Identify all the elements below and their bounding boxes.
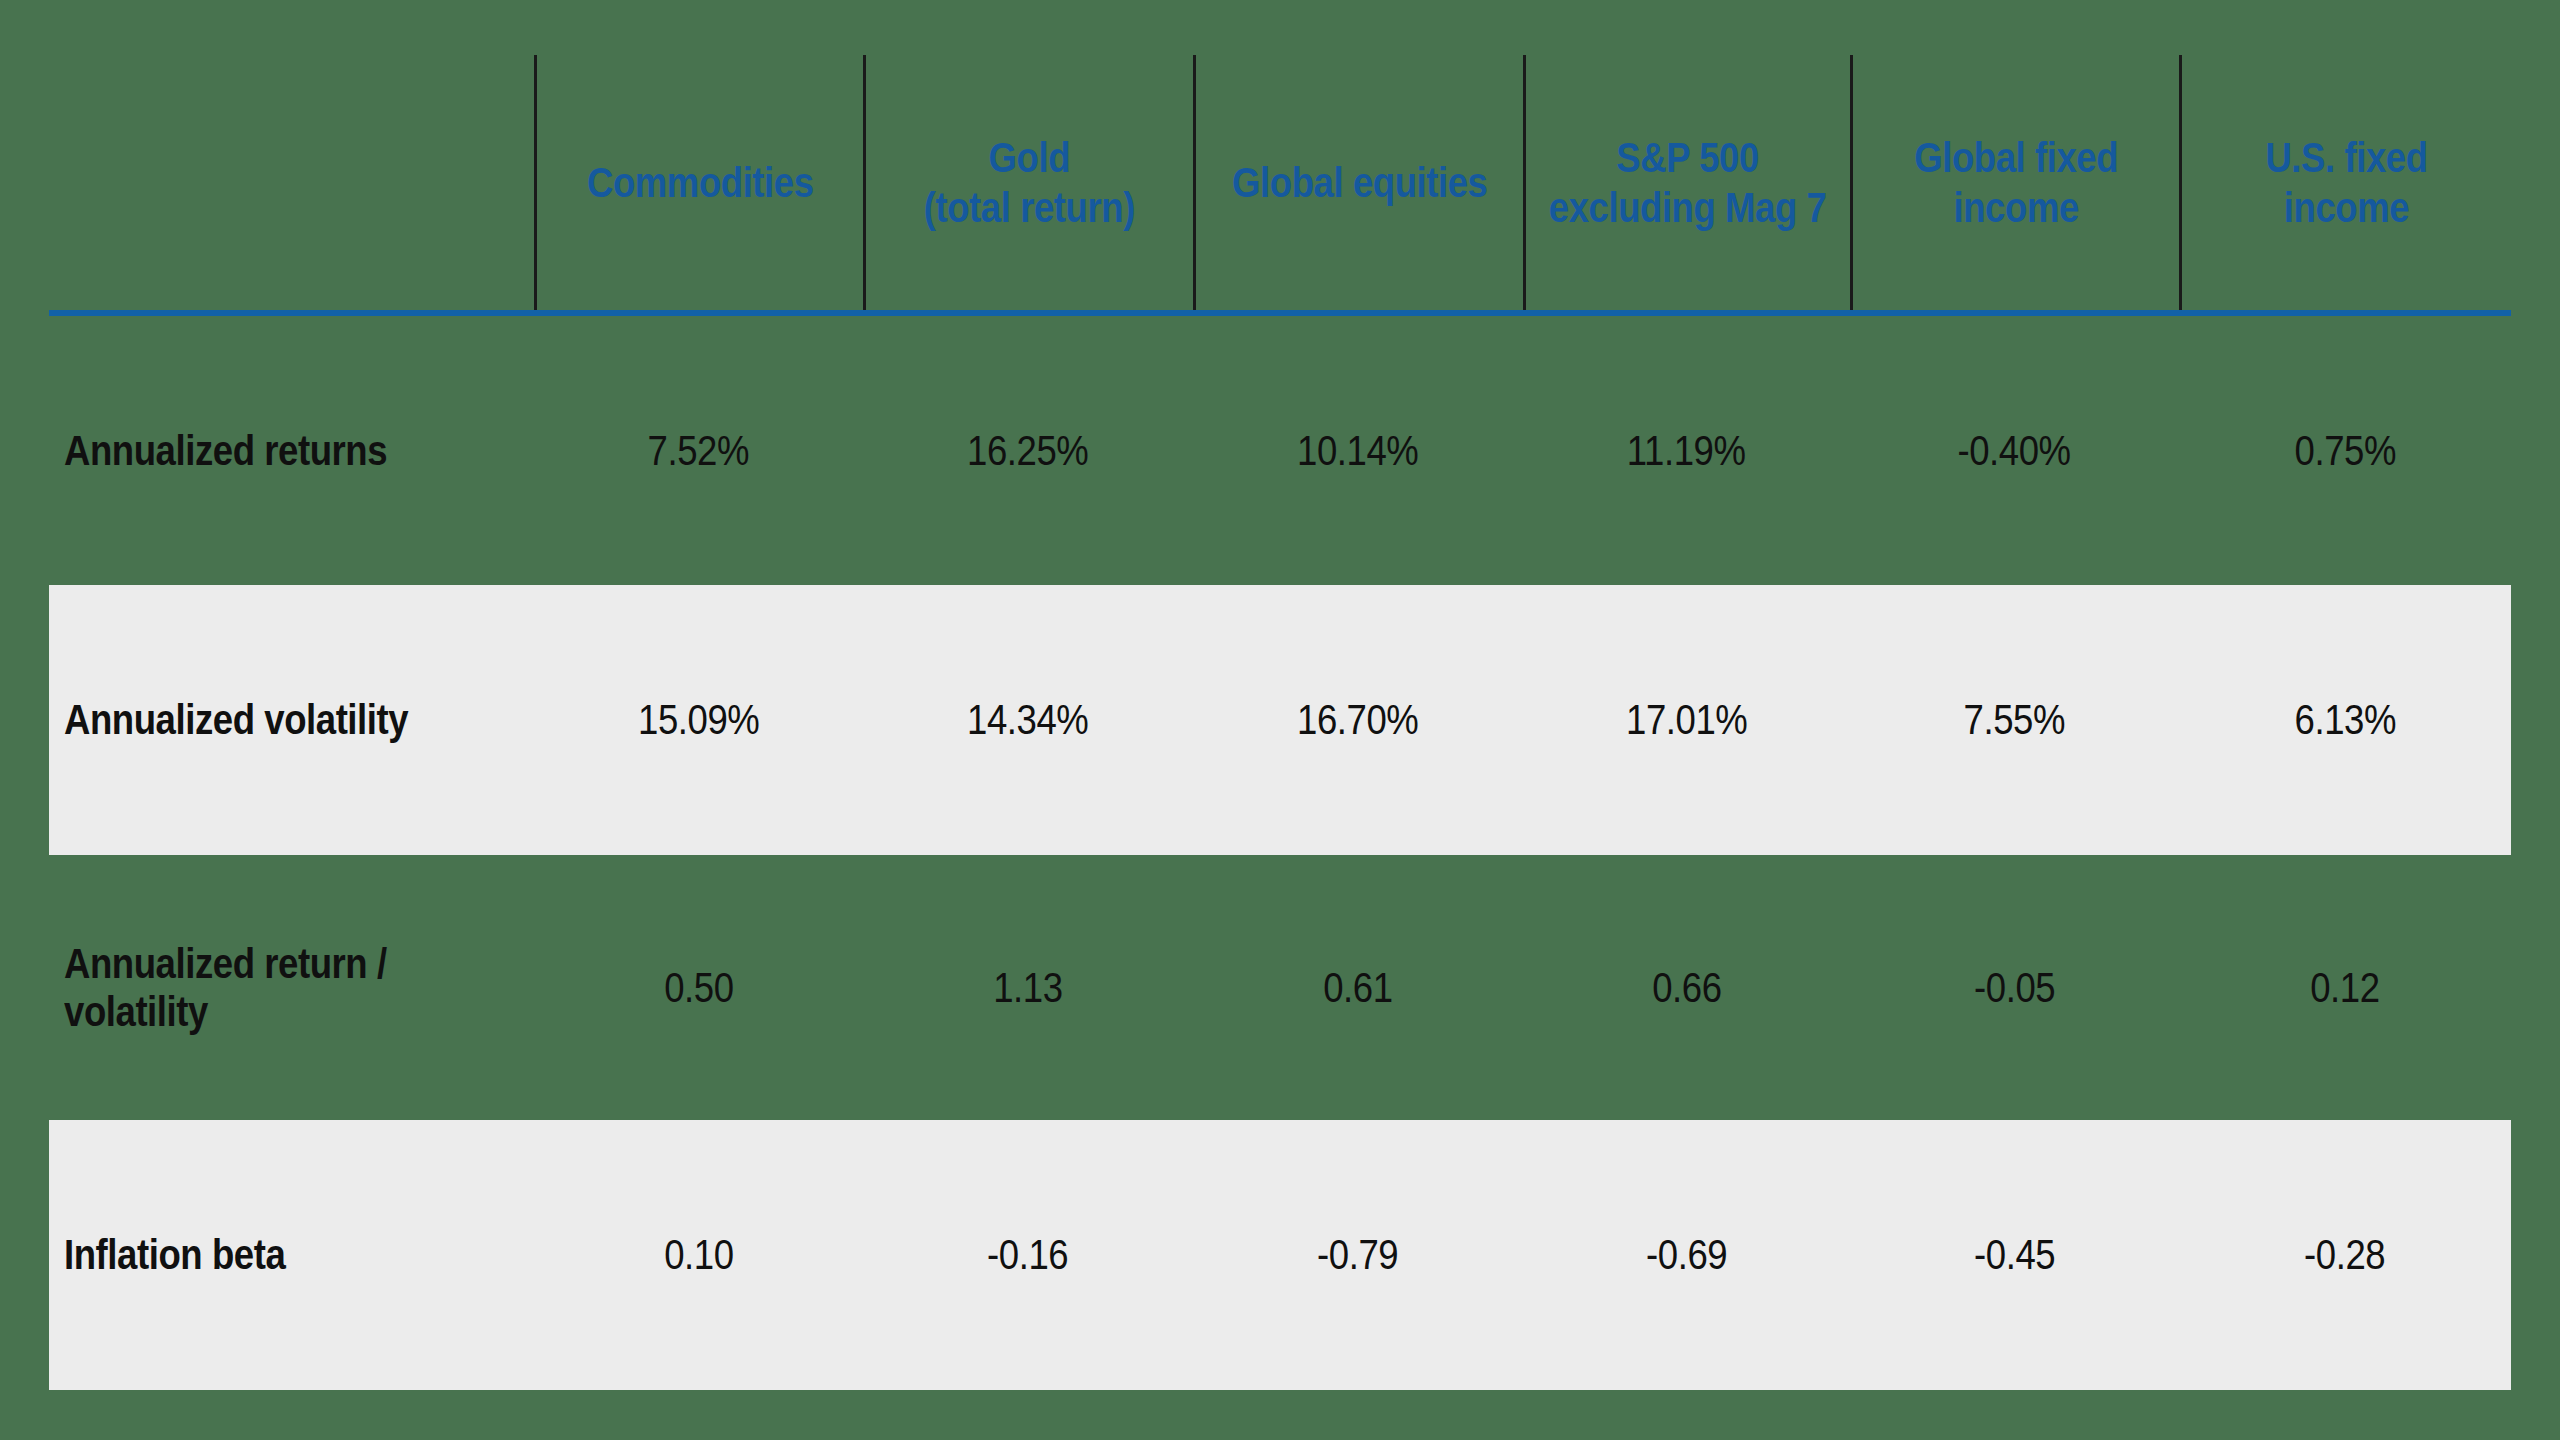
row-label-text: Annualized returns bbox=[64, 427, 387, 475]
corner-cell bbox=[49, 55, 534, 310]
table-cell: 17.01% bbox=[1523, 696, 1850, 744]
cell-value: -0.28 bbox=[2304, 1231, 2385, 1279]
cell-value: -0.05 bbox=[1974, 964, 2055, 1012]
table-cell: 0.75% bbox=[2179, 427, 2511, 475]
row-label-text: Annualized return / volatility bbox=[64, 940, 473, 1036]
column-header-label: Gold (total return) bbox=[924, 133, 1135, 232]
table-cell: 14.34% bbox=[863, 696, 1193, 744]
row-label: Inflation beta bbox=[49, 1231, 534, 1279]
asset-metrics-table: Commodities Gold (total return) Global e… bbox=[49, 55, 2511, 1390]
table-cell: 1.13 bbox=[863, 964, 1193, 1012]
table-cell: 6.13% bbox=[2179, 696, 2511, 744]
cell-value: 7.52% bbox=[648, 427, 749, 475]
column-header-commodities: Commodities bbox=[534, 55, 863, 310]
cell-value: 16.70% bbox=[1297, 696, 1418, 744]
column-header-sp500-excluding-mag7: S&P 500 excluding Mag 7 bbox=[1523, 55, 1850, 310]
column-header-global-fixed-income: Global fixed income bbox=[1850, 55, 2179, 310]
cell-value: 16.25% bbox=[967, 427, 1088, 475]
cell-value: 0.75% bbox=[2294, 427, 2395, 475]
table-cell: 0.66 bbox=[1523, 964, 1850, 1012]
table-cell: 0.61 bbox=[1193, 964, 1523, 1012]
row-label-text: Inflation beta bbox=[64, 1231, 285, 1279]
cell-value: 0.61 bbox=[1323, 964, 1392, 1012]
cell-value: 1.13 bbox=[993, 964, 1062, 1012]
table-row-annualized-volatility: Annualized volatility 15.09% 14.34% 16.7… bbox=[49, 585, 2511, 855]
header-row: Commodities Gold (total return) Global e… bbox=[49, 55, 2511, 310]
table-cell: 0.10 bbox=[534, 1231, 863, 1279]
table-cell: -0.16 bbox=[863, 1231, 1193, 1279]
table-cell: 11.19% bbox=[1523, 427, 1850, 475]
cell-value: 7.55% bbox=[1964, 696, 2065, 744]
row-label: Annualized volatility bbox=[49, 696, 534, 744]
table-row-annualized-returns: Annualized returns 7.52% 16.25% 10.14% 1… bbox=[49, 316, 2511, 585]
cell-value: 11.19% bbox=[1627, 427, 1746, 475]
column-header-label: Commodities bbox=[587, 158, 814, 208]
cell-value: -0.79 bbox=[1317, 1231, 1398, 1279]
cell-value: 0.10 bbox=[664, 1231, 733, 1279]
cell-value: 17.01% bbox=[1626, 696, 1747, 744]
row-label-text: Annualized volatility bbox=[64, 696, 408, 744]
table-row-annualized-return-volatility: Annualized return / volatility 0.50 1.13… bbox=[49, 855, 2511, 1120]
table-row-inflation-beta: Inflation beta 0.10 -0.16 -0.79 -0.69 -0… bbox=[49, 1120, 2511, 1390]
cell-value: 6.13% bbox=[2294, 696, 2395, 744]
column-header-label: U.S. fixed income bbox=[2203, 133, 2489, 232]
table-cell: -0.40% bbox=[1850, 427, 2179, 475]
cell-value: -0.16 bbox=[987, 1231, 1068, 1279]
cell-value: 10.14% bbox=[1297, 427, 1418, 475]
cell-value: -0.40% bbox=[1958, 427, 2071, 475]
column-header-global-equities: Global equities bbox=[1193, 55, 1523, 310]
column-header-label: Global equities bbox=[1232, 158, 1487, 208]
cell-value: 0.50 bbox=[664, 964, 733, 1012]
table-cell: 10.14% bbox=[1193, 427, 1523, 475]
cell-value: 0.66 bbox=[1652, 964, 1721, 1012]
table-canvas: Commodities Gold (total return) Global e… bbox=[0, 0, 2560, 1440]
cell-value: 14.34% bbox=[967, 696, 1088, 744]
row-label: Annualized return / volatility bbox=[49, 940, 534, 1036]
column-header-gold-total-return: Gold (total return) bbox=[863, 55, 1193, 310]
cell-value: 0.12 bbox=[2310, 964, 2379, 1012]
table-cell: -0.28 bbox=[2179, 1231, 2511, 1279]
cell-value: -0.45 bbox=[1974, 1231, 2055, 1279]
table-cell: -0.05 bbox=[1850, 964, 2179, 1012]
column-header-us-fixed-income: U.S. fixed income bbox=[2179, 55, 2511, 310]
table-cell: 15.09% bbox=[534, 696, 863, 744]
table-cell: 0.50 bbox=[534, 964, 863, 1012]
table-cell: 0.12 bbox=[2179, 964, 2511, 1012]
cell-value: 15.09% bbox=[638, 696, 759, 744]
column-header-label: Global fixed income bbox=[1914, 133, 2118, 232]
table-cell: -0.45 bbox=[1850, 1231, 2179, 1279]
table-cell: 7.52% bbox=[534, 427, 863, 475]
cell-value: -0.69 bbox=[1646, 1231, 1727, 1279]
row-label: Annualized returns bbox=[49, 427, 534, 475]
table-cell: 16.25% bbox=[863, 427, 1193, 475]
table-cell: 7.55% bbox=[1850, 696, 2179, 744]
table-cell: -0.69 bbox=[1523, 1231, 1850, 1279]
table-cell: -0.79 bbox=[1193, 1231, 1523, 1279]
table-cell: 16.70% bbox=[1193, 696, 1523, 744]
column-header-label: S&P 500 excluding Mag 7 bbox=[1549, 133, 1827, 232]
